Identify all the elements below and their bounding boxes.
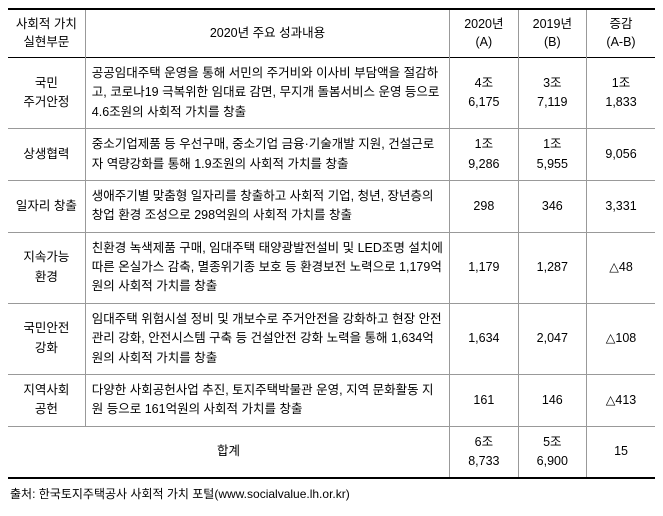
total-diff: 15 <box>587 426 655 478</box>
social-value-table: 사회적 가치 실현부문 2020년 주요 성과내용 2020년 (A) 2019… <box>8 8 655 479</box>
row-description: 생애주기별 맞춤형 일자리를 창출하고 사회적 기업, 청년, 장년층의 창업 … <box>85 180 449 232</box>
total-valB: 5조 6,900 <box>518 426 586 478</box>
header-2020: 2020년 (A) <box>450 9 518 58</box>
row-diff: △48 <box>587 232 655 303</box>
row-valA: 298 <box>450 180 518 232</box>
source-note: 출처: 한국토지주택공사 사회적 가치 포털(www.socialvalue.l… <box>8 485 655 502</box>
row-description: 공공임대주택 운영을 통해 서민의 주거비와 이사비 부담액을 절감하고, 코로… <box>85 58 449 129</box>
table-row: 지역사회 공헌 다양한 사회공헌사업 추진, 토지주택박물관 운영, 지역 문화… <box>8 374 655 426</box>
row-category: 지속가능 환경 <box>8 232 85 303</box>
row-valB: 3조 7,119 <box>518 58 586 129</box>
row-diff: 3,331 <box>587 180 655 232</box>
row-valA: 161 <box>450 374 518 426</box>
row-diff: 9,056 <box>587 129 655 181</box>
row-valB: 2,047 <box>518 303 586 374</box>
table-row: 국민안전 강화 임대주택 위험시설 정비 및 개보수로 주거안전을 강화하고 현… <box>8 303 655 374</box>
row-category: 국민 주거안정 <box>8 58 85 129</box>
header-2019: 2019년 (B) <box>518 9 586 58</box>
row-valA: 1,634 <box>450 303 518 374</box>
table-row: 일자리 창출 생애주기별 맞춤형 일자리를 창출하고 사회적 기업, 청년, 장… <box>8 180 655 232</box>
row-description: 중소기업제품 등 우선구매, 중소기업 금융·기술개발 지원, 건설근로자 역량… <box>85 129 449 181</box>
header-category: 사회적 가치 실현부문 <box>8 9 85 58</box>
total-valA: 6조 8,733 <box>450 426 518 478</box>
header-description: 2020년 주요 성과내용 <box>85 9 449 58</box>
row-diff: △108 <box>587 303 655 374</box>
row-valB: 1,287 <box>518 232 586 303</box>
row-valA: 1,179 <box>450 232 518 303</box>
row-description: 친환경 녹색제품 구매, 임대주택 태양광발전설비 및 LED조명 설치에 따른… <box>85 232 449 303</box>
row-valA: 1조 9,286 <box>450 129 518 181</box>
row-description: 다양한 사회공헌사업 추진, 토지주택박물관 운영, 지역 문화활동 지원 등으… <box>85 374 449 426</box>
table-row: 상생협력 중소기업제품 등 우선구매, 중소기업 금융·기술개발 지원, 건설근… <box>8 129 655 181</box>
row-diff: 1조 1,833 <box>587 58 655 129</box>
row-valA: 4조 6,175 <box>450 58 518 129</box>
row-description: 임대주택 위험시설 정비 및 개보수로 주거안전을 강화하고 현장 안전관리 강… <box>85 303 449 374</box>
table-row: 지속가능 환경 친환경 녹색제품 구매, 임대주택 태양광발전설비 및 LED조… <box>8 232 655 303</box>
row-valB: 1조 5,955 <box>518 129 586 181</box>
table-header-row: 사회적 가치 실현부문 2020년 주요 성과내용 2020년 (A) 2019… <box>8 9 655 58</box>
row-valB: 146 <box>518 374 586 426</box>
row-diff: △413 <box>587 374 655 426</box>
total-label: 합계 <box>8 426 450 478</box>
row-category: 지역사회 공헌 <box>8 374 85 426</box>
table-row: 국민 주거안정 공공임대주택 운영을 통해 서민의 주거비와 이사비 부담액을 … <box>8 58 655 129</box>
row-valB: 346 <box>518 180 586 232</box>
header-diff: 증감 (A-B) <box>587 9 655 58</box>
row-category: 상생협력 <box>8 129 85 181</box>
row-category: 국민안전 강화 <box>8 303 85 374</box>
table-total-row: 합계 6조 8,733 5조 6,900 15 <box>8 426 655 478</box>
row-category: 일자리 창출 <box>8 180 85 232</box>
